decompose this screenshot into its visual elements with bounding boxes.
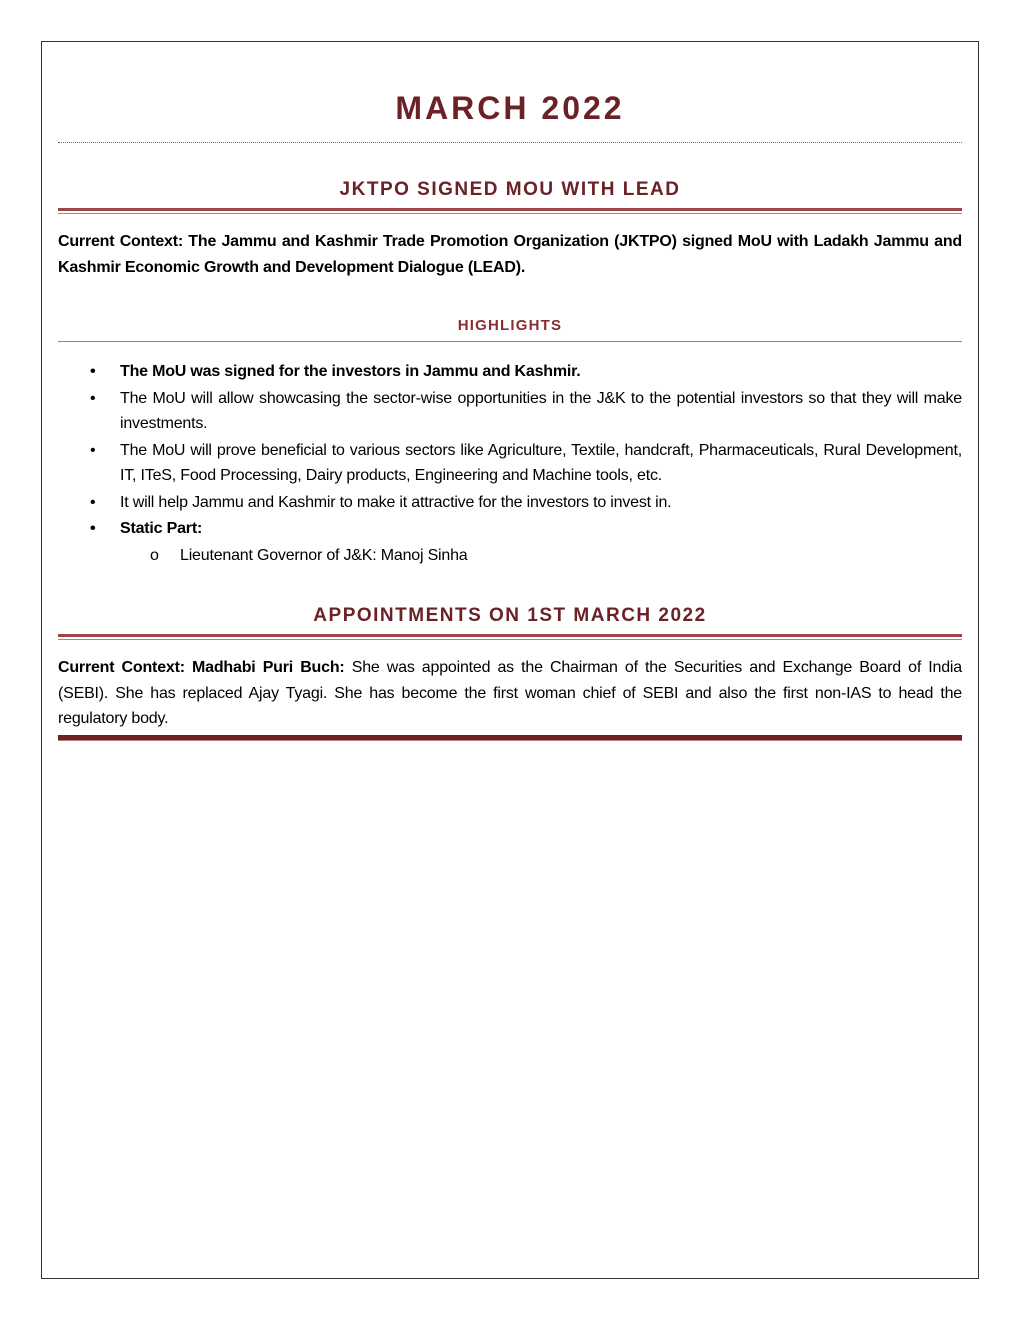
bullet-icon: • <box>90 520 96 537</box>
bullet-icon: • <box>90 363 96 380</box>
section-end-rule <box>58 735 962 741</box>
current-context-appointments: Current Context: Madhabi Puri Buch: She … <box>58 659 962 727</box>
section-rule <box>58 208 962 214</box>
sub-list-item: o Lieutenant Governor of J&K: Manoj Sinha <box>58 543 962 569</box>
list-item: • Static Part: <box>58 516 962 542</box>
section-heading-appointments: APPOINTMENTS ON 1ST MARCH 2022 <box>313 605 707 626</box>
page-border <box>41 41 979 1279</box>
list-item: • The MoU will prove beneficial to variou… <box>58 438 962 489</box>
section-heading-jktpo: JKTPO SIGNED MOU WITH LEAD <box>339 179 681 200</box>
highlights-rule <box>58 341 962 342</box>
list-item: • It will help Jammu and Kashmir to make … <box>58 490 962 516</box>
highlights-heading: HIGHLIGHTS <box>457 317 563 334</box>
current-context-jktpo: Current Context: The Jammu and Kashmir T… <box>58 233 962 276</box>
title-divider <box>58 142 962 143</box>
highlights-list: • The MoU was signed for the investors in… <box>58 359 962 569</box>
bullet-icon: • <box>90 389 96 407</box>
list-item: • The MoU was signed for the investors in… <box>58 359 962 385</box>
bullet-icon: • <box>90 493 96 511</box>
bullet-icon: • <box>90 441 96 459</box>
section-rule <box>58 634 962 640</box>
circle-bullet-icon: o <box>150 546 159 564</box>
page-title: MARCH 2022 <box>395 90 625 126</box>
list-item: • The MoU will allow showcasing the secto… <box>58 386 962 437</box>
